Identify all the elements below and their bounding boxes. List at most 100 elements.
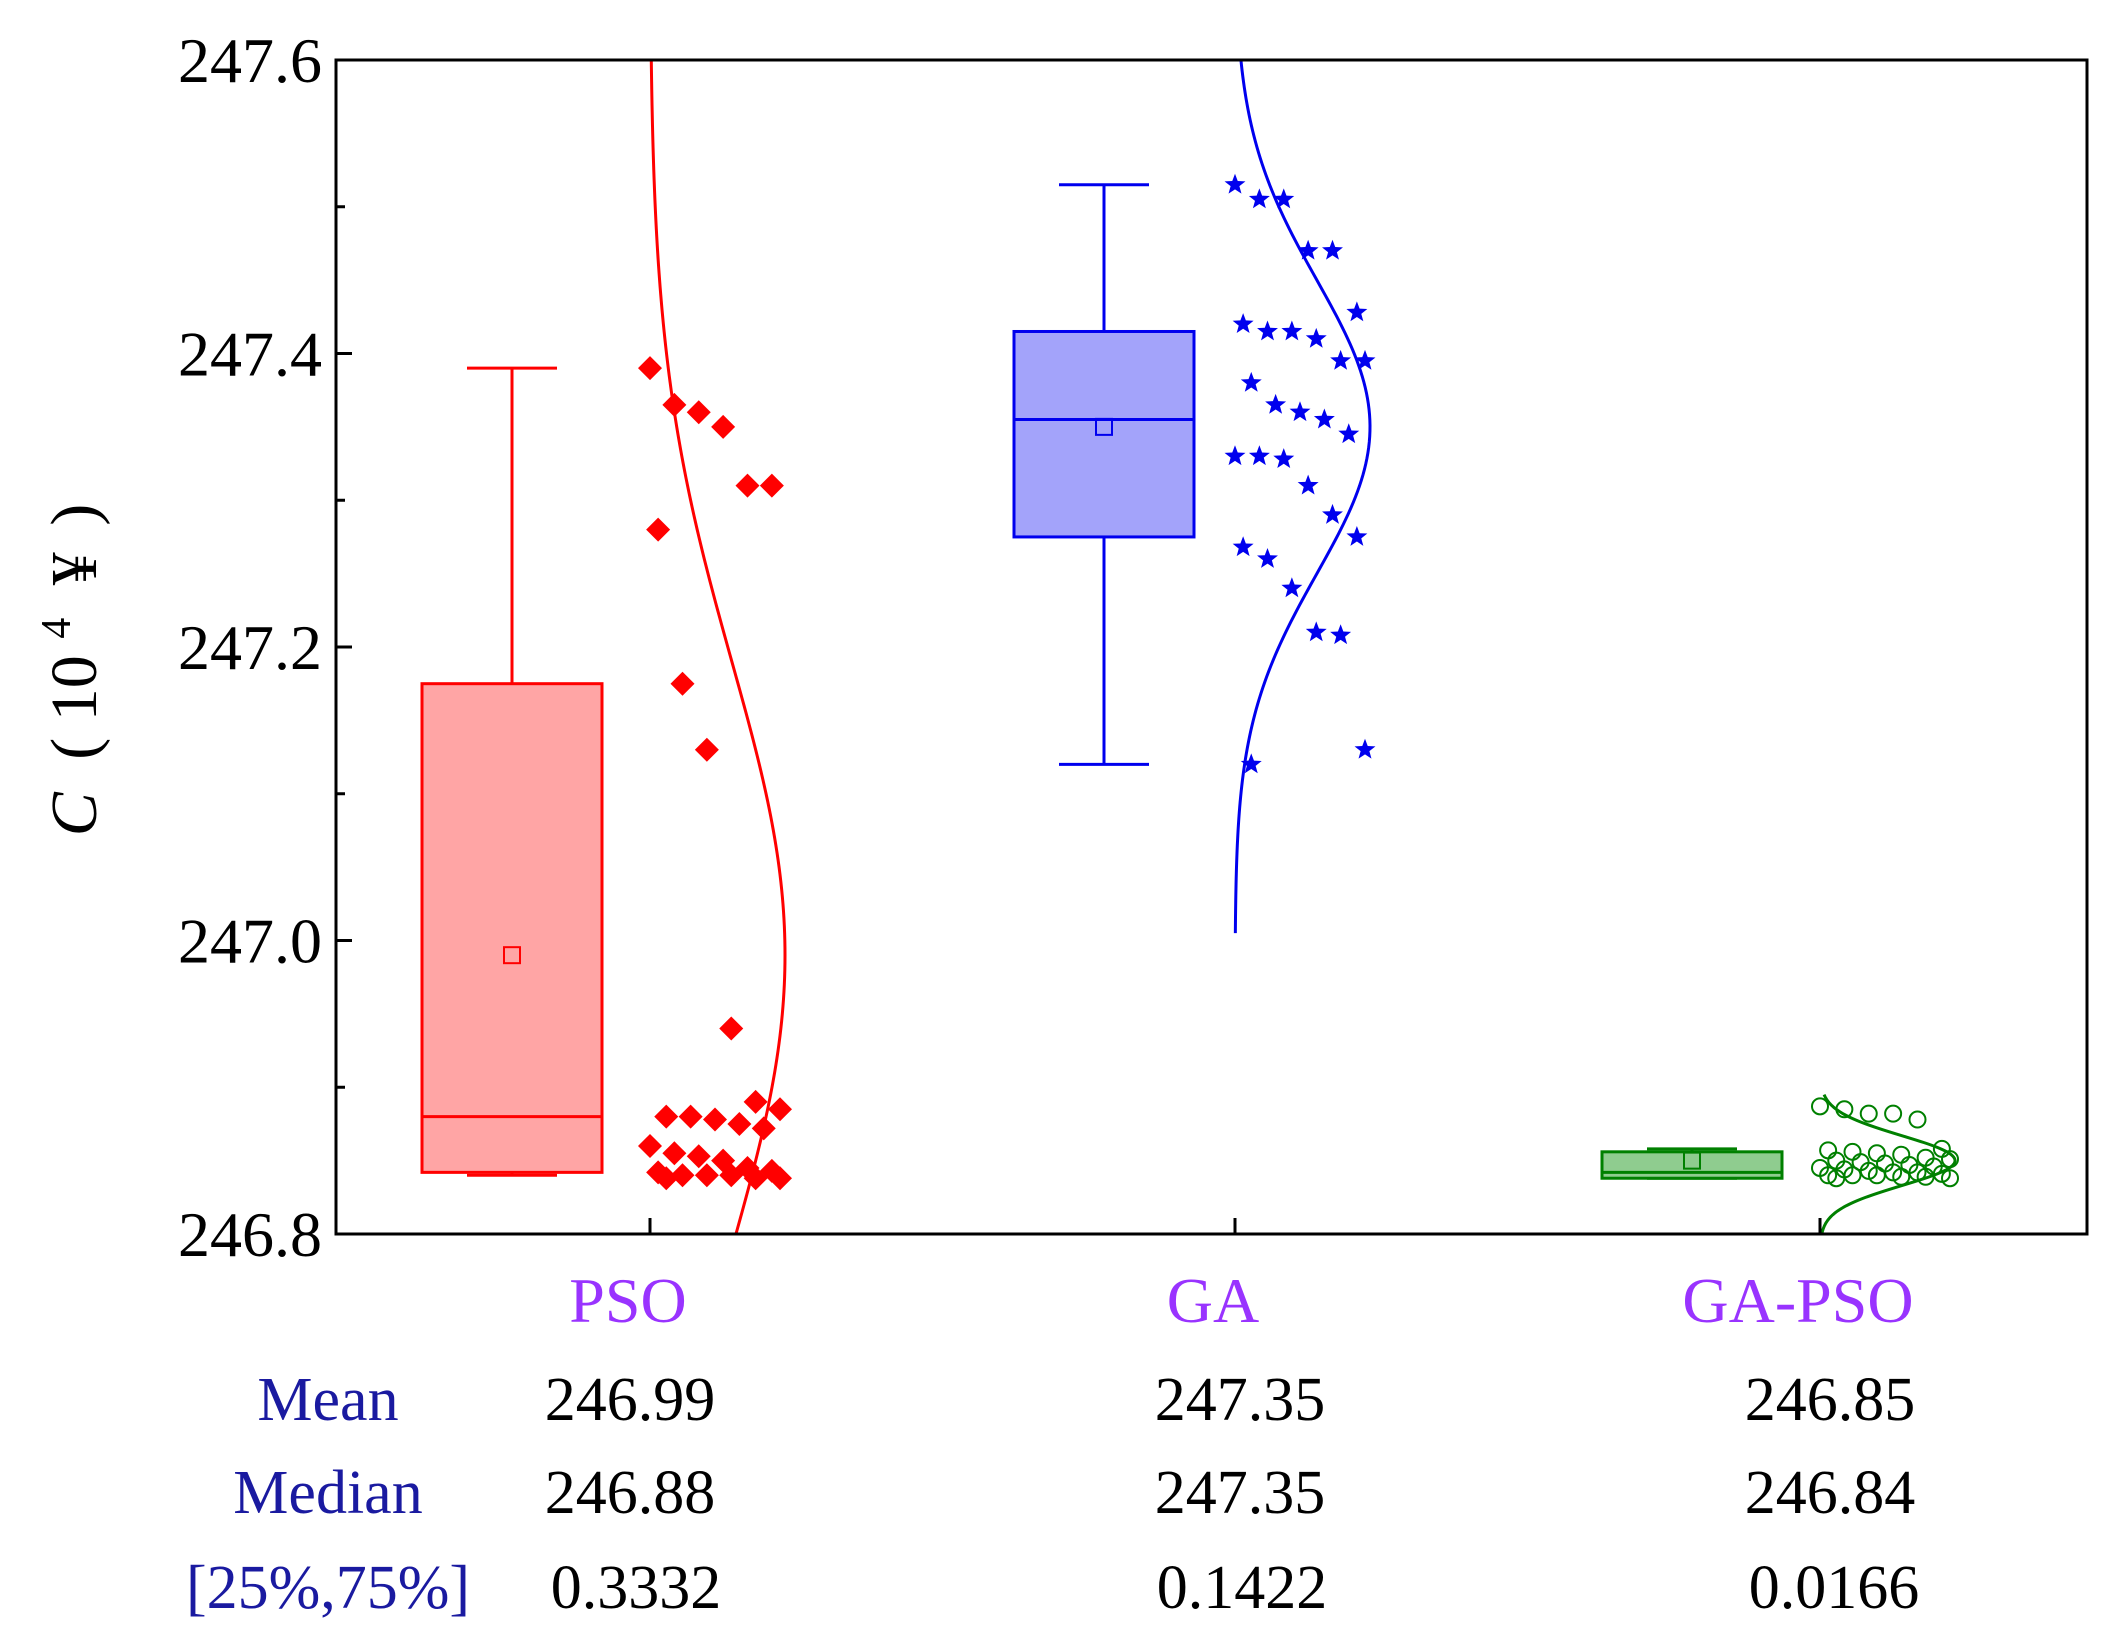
data-point [1240, 371, 1262, 392]
y-tick-label: 246.8 [178, 1199, 322, 1270]
series-ga [1012, 59, 1376, 934]
y-axis-label-text: C ( 10 4 ¥ ) [12, 504, 111, 837]
data-point [1884, 1104, 1903, 1123]
data-point [1819, 1141, 1838, 1160]
y-tick-label: 247.2 [178, 612, 322, 683]
data-point [1827, 1169, 1846, 1188]
y-tick-label: 247.6 [178, 25, 322, 96]
box [1600, 1150, 1784, 1180]
box [420, 682, 604, 1174]
data-point [1819, 1166, 1838, 1185]
y-tick-label: 247.0 [178, 906, 322, 977]
data-point [1224, 445, 1246, 466]
category-label-pso: PSO [569, 1265, 686, 1336]
data-point [654, 1166, 679, 1191]
y-axis-symbol: C [38, 791, 111, 836]
data-point [686, 400, 711, 425]
data-point [743, 1166, 768, 1191]
data-point [1892, 1145, 1911, 1164]
data-point [1257, 320, 1278, 341]
data-point [670, 1163, 695, 1188]
data-point [1289, 401, 1311, 422]
data-point [1273, 448, 1295, 469]
data-point [751, 1116, 776, 1141]
data-point [727, 1111, 752, 1136]
data-point [1867, 1166, 1886, 1185]
data-point [759, 473, 784, 498]
data-point [1859, 1104, 1878, 1123]
stat-label-iqr: [25%,75%] [186, 1554, 470, 1622]
data-point [662, 1141, 687, 1166]
data-point [1273, 188, 1295, 209]
fit-curve [649, 59, 787, 1235]
data-point [694, 1163, 719, 1188]
y-axis-open: ( [38, 738, 111, 760]
data-point [638, 356, 662, 381]
data-point [1297, 239, 1319, 260]
mean-marker [1683, 1151, 1701, 1170]
data-point [1843, 1142, 1862, 1161]
data-point [1835, 1100, 1854, 1119]
data-point [743, 1089, 768, 1114]
data-point [662, 392, 687, 417]
data-point [1338, 423, 1360, 444]
stat-value-mean-ga: 247.35 [1155, 1366, 1326, 1434]
data-point [735, 473, 760, 498]
stat-value-iqr-gapso: 0.0166 [1749, 1554, 1920, 1622]
stats-table: Mean Median [25%,75%] 246.99 247.35 246.… [186, 1366, 1919, 1622]
data-point [1941, 1169, 1959, 1188]
data-point [1305, 327, 1327, 348]
stat-value-mean-gapso: 246.85 [1745, 1366, 1916, 1434]
stat-value-mean-pso: 246.99 [545, 1366, 716, 1434]
data-point [1281, 577, 1303, 598]
y-axis-unit-exp: 4 [34, 618, 80, 639]
data-point [703, 1107, 727, 1132]
data-point [1281, 320, 1303, 341]
data-point [670, 671, 695, 696]
data-point [1257, 547, 1278, 568]
y-axis-label: C ( 10 4 ¥ ) [12, 504, 111, 837]
y-axis-unit-currency: ¥ [38, 552, 111, 585]
data-point [1224, 173, 1246, 194]
data-point [1313, 408, 1335, 429]
fit-curve [1820, 1093, 1957, 1235]
stat-label-mean: Mean [257, 1366, 398, 1434]
data-point [1330, 349, 1352, 370]
data-point [768, 1097, 792, 1122]
data-point [1346, 525, 1368, 546]
data-point [719, 1016, 744, 1041]
category-label-ga-pso: GA-PSO [1682, 1265, 1913, 1336]
stat-value-median-pso: 246.88 [545, 1459, 716, 1527]
data-point [654, 1104, 679, 1129]
data-point [1811, 1097, 1829, 1116]
axes: 246.8 247.0 247.2 247.4 247.6 [178, 25, 2089, 1270]
mean-marker [503, 946, 521, 965]
stat-label-median: Median [233, 1459, 422, 1527]
series-ga-pso [1600, 1093, 1959, 1235]
data-point [1248, 445, 1270, 466]
plot-content [420, 59, 1959, 1235]
data-point [638, 1133, 662, 1158]
data-point [1941, 1150, 1959, 1169]
stat-value-median-gapso: 246.84 [1745, 1459, 1916, 1527]
data-point [1354, 738, 1376, 759]
mean-marker [1095, 417, 1113, 436]
data-point [1892, 1167, 1911, 1186]
data-point [1232, 536, 1254, 557]
data-point [1908, 1110, 1927, 1129]
stat-value-iqr-pso: 0.3332 [551, 1554, 722, 1622]
data-point [1265, 393, 1287, 414]
data-point [1354, 349, 1376, 370]
data-point [1322, 503, 1343, 524]
data-point [1346, 301, 1368, 322]
data-point [1322, 239, 1343, 260]
data-point [1297, 474, 1319, 495]
data-point [1240, 753, 1262, 774]
category-label-ga: GA [1167, 1265, 1259, 1336]
y-tick-label: 247.4 [178, 319, 322, 390]
stat-value-iqr-ga: 0.1422 [1157, 1554, 1328, 1622]
data-point [646, 517, 671, 542]
stat-value-median-ga: 247.35 [1155, 1459, 1326, 1527]
data-point [1330, 624, 1352, 645]
